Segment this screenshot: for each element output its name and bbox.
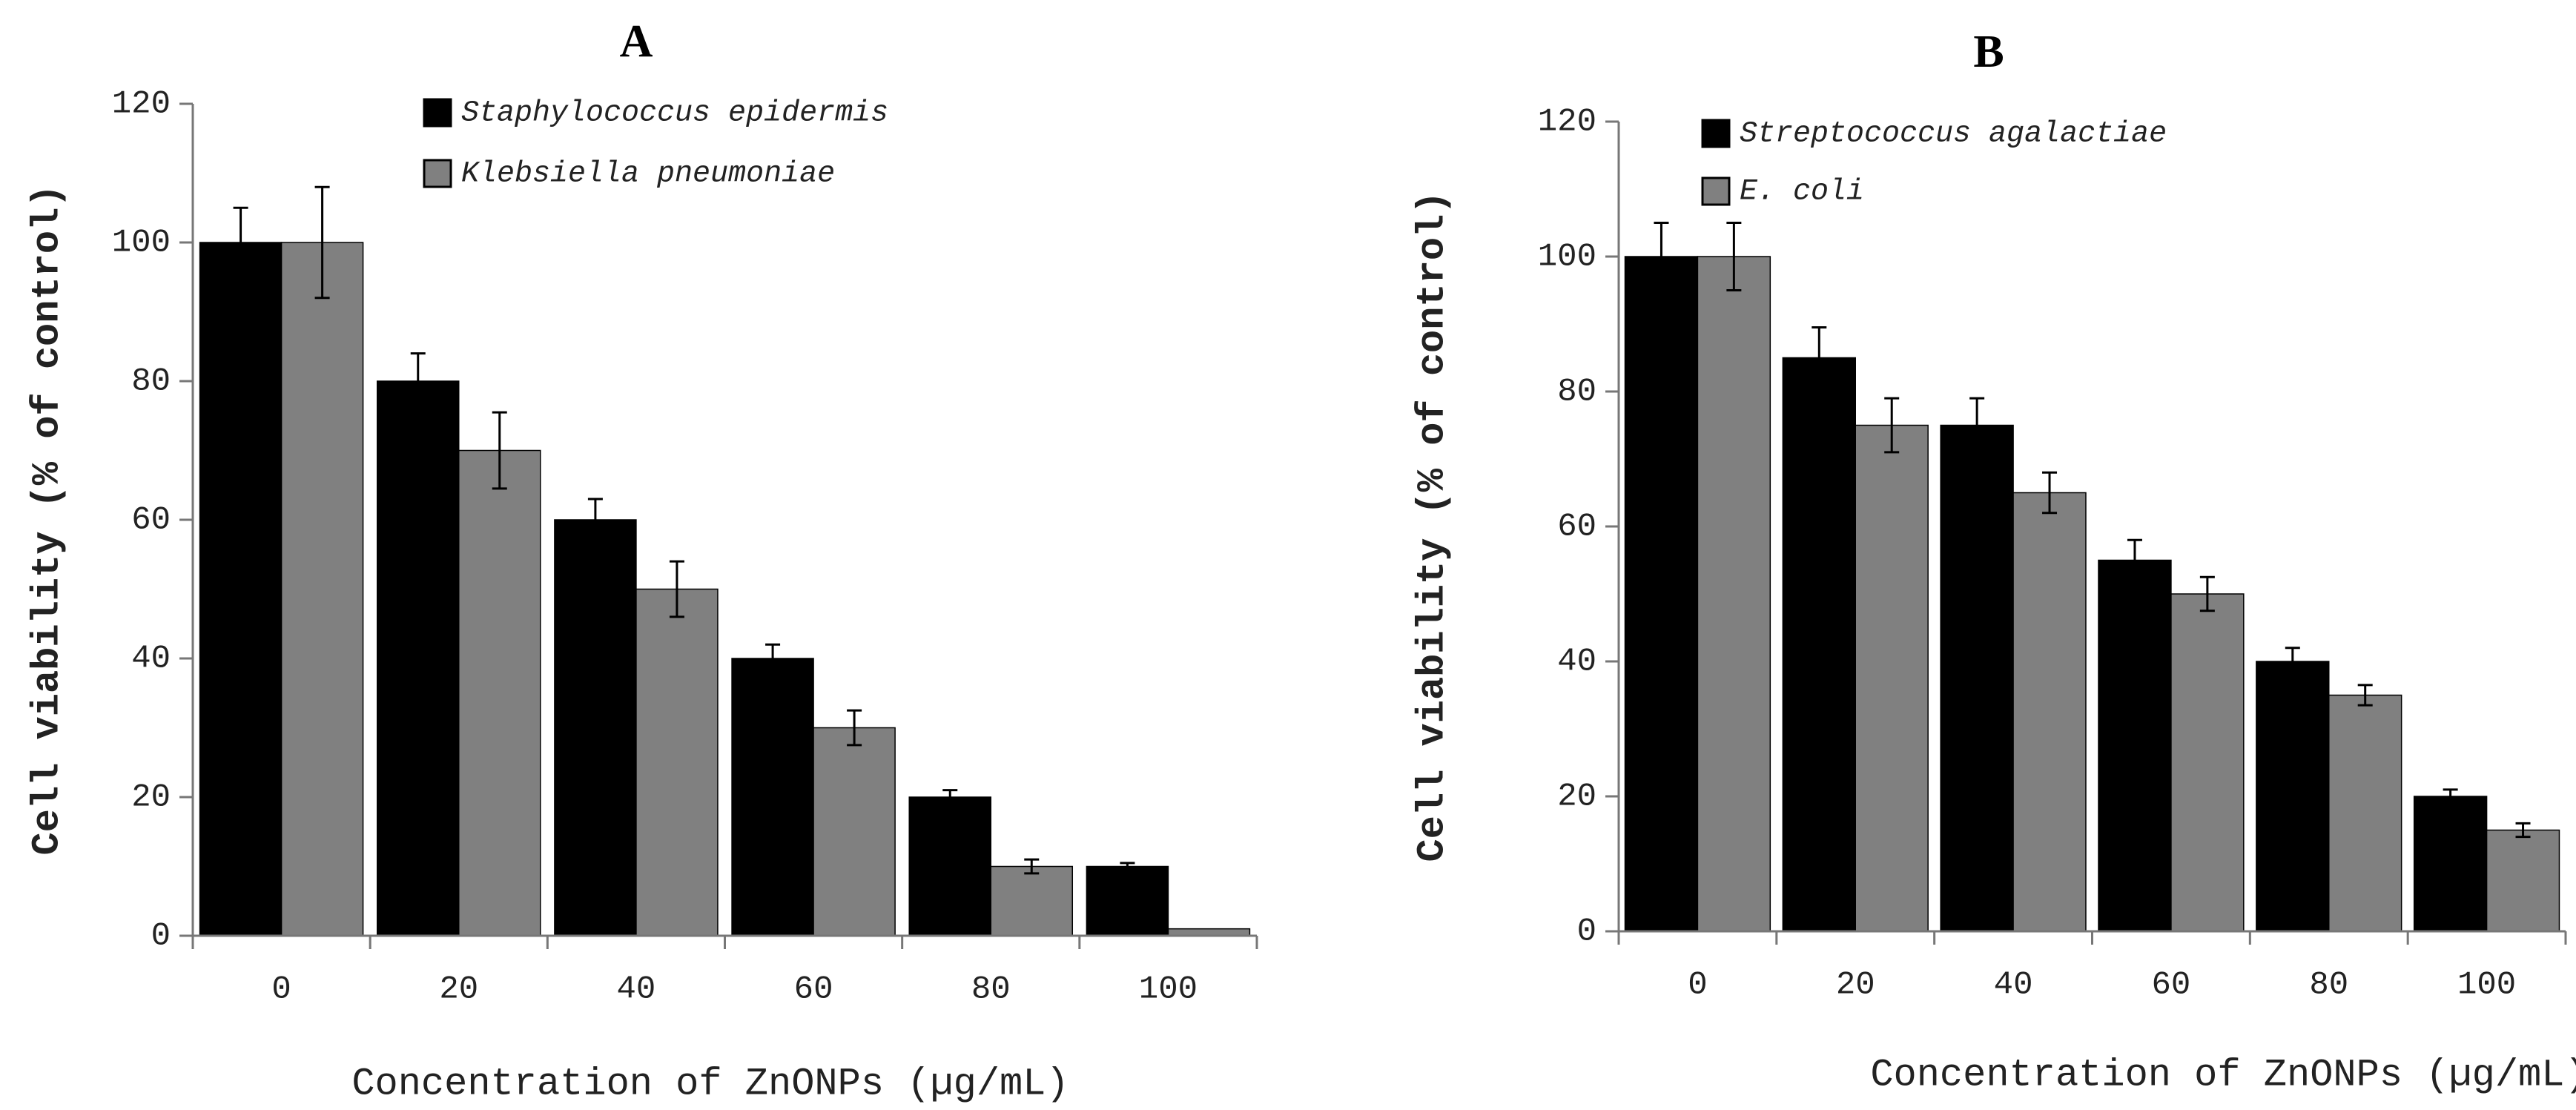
y-tick-label-40: 40 — [131, 641, 171, 678]
error-bar-a-s1-80 — [1024, 858, 1040, 875]
bar-a-s1-20 — [458, 449, 541, 936]
error-bar-b-s0-100 — [2443, 788, 2458, 805]
bar-b-s0-40 — [1940, 424, 2014, 932]
bar-a-s0-0 — [199, 242, 283, 936]
x-tick-label-0: 0 — [1688, 967, 1707, 1004]
error-bar-b-s0-60 — [2127, 538, 2142, 582]
y-tick-label-60: 60 — [1557, 509, 1596, 546]
bar-a-s0-60 — [731, 658, 814, 936]
x-tick-label-60: 60 — [794, 971, 833, 1008]
error-bar-b-s0-80 — [2285, 647, 2300, 676]
bar-b-s0-80 — [2256, 661, 2330, 932]
y-tick-label-80: 80 — [131, 363, 171, 400]
bar-b-s1-40 — [2012, 492, 2087, 932]
bar-b-s0-60 — [2098, 559, 2172, 932]
bar-b-s1-20 — [1855, 424, 1929, 932]
legend: Streptococcus agalactiae E. coli — [1701, 118, 2167, 209]
bar-b-s1-100 — [2486, 829, 2560, 932]
error-bar-a-s0-40 — [587, 498, 603, 542]
chart-panel-a: A 0 20 40 60 80 100 120 0 20 40 60 80 100 Concentratio… — [26, 16, 1258, 1106]
x-tick-label-0: 0 — [271, 971, 291, 1008]
x-tick-label-20: 20 — [439, 971, 478, 1008]
x-tick-label-100: 100 — [2457, 967, 2516, 1004]
error-bar-b-s1-80 — [2357, 684, 2373, 707]
error-bar-a-s1-60 — [847, 709, 862, 747]
x-tick-label-80: 80 — [971, 971, 1011, 1008]
chart-panel-b: B 0 20 40 60 80 100 120 0 20 40 60 80 100 Concentratio… — [1411, 27, 2576, 1097]
bar-a-s0-40 — [554, 519, 637, 936]
bar-a-s1-40 — [635, 588, 719, 936]
x-axis-title: Concentration of ZnONPs (µg/mL) — [351, 1063, 1069, 1106]
y-tick-label-120: 120 — [112, 86, 171, 123]
y-tick-label-20: 20 — [1557, 779, 1596, 816]
bar-a-s1-80 — [990, 865, 1074, 936]
error-bar-b-s1-60 — [2199, 575, 2215, 612]
error-bar-b-s1-0 — [1726, 222, 1742, 291]
error-bar-a-s0-0 — [233, 206, 248, 279]
y-tick-label-80: 80 — [1557, 374, 1596, 411]
bar-b-s1-60 — [2170, 593, 2245, 932]
legend-label-0: Streptococcus agalactiae — [1740, 118, 2167, 151]
y-tick-label-0: 0 — [1577, 914, 1596, 951]
y-tick-label-40: 40 — [1557, 644, 1596, 681]
bar-b-s0-20 — [1782, 357, 1857, 932]
panel-label: B — [1973, 27, 2004, 77]
x-tick-label-20: 20 — [1836, 967, 1875, 1004]
legend: Staphylococcus epidermis Klebsiella pneum… — [423, 97, 888, 191]
bar-b-s0-100 — [2413, 796, 2488, 932]
error-bar-a-s0-80 — [942, 789, 958, 805]
y-tick-label-100: 100 — [1538, 239, 1596, 276]
x-axis-title: Concentration of ZnONPs (µg/mL) — [1870, 1054, 2576, 1097]
error-bar-b-s0-40 — [1969, 397, 1985, 454]
bar-a-s1-0 — [280, 242, 364, 936]
legend-swatch-1 — [1701, 176, 1731, 206]
error-bar-a-s0-60 — [765, 643, 781, 674]
legend-swatch-0 — [1701, 119, 1731, 148]
bar-b-s1-0 — [1697, 256, 1771, 932]
error-bar-a-s1-40 — [669, 560, 684, 618]
y-tick-label-60: 60 — [131, 502, 171, 539]
y-tick-label-100: 100 — [112, 225, 171, 262]
y-tick-label-20: 20 — [131, 779, 171, 816]
y-axis-title: Cell viability (% of control) — [1411, 191, 1455, 862]
bar-a-s0-20 — [376, 380, 460, 936]
legend-swatch-1 — [423, 159, 452, 188]
x-tick-label-60: 60 — [2152, 967, 2191, 1004]
error-bar-b-s0-20 — [1812, 326, 1827, 389]
error-bar-a-s0-20 — [410, 352, 426, 410]
error-bar-b-s1-20 — [1884, 397, 1900, 454]
legend-label-1: E. coli — [1740, 176, 1864, 209]
bar-b-s0-0 — [1624, 256, 1699, 932]
error-bar-a-s1-0 — [314, 185, 330, 300]
x-tick-label-40: 40 — [1994, 967, 2033, 1004]
x-tick-label-80: 80 — [2309, 967, 2348, 1004]
error-bar-b-s0-0 — [1654, 222, 1669, 291]
error-bar-b-s1-40 — [2042, 471, 2058, 515]
legend-swatch-0 — [423, 98, 452, 128]
error-bar-b-s1-100 — [2515, 822, 2531, 839]
bar-b-s1-80 — [2328, 694, 2402, 932]
y-tick-label-120: 120 — [1538, 104, 1596, 141]
x-tick-label-100: 100 — [1139, 971, 1198, 1008]
panel-label: A — [620, 16, 653, 67]
bar-a-s0-80 — [908, 796, 991, 936]
y-tick-label-0: 0 — [151, 918, 171, 955]
legend-label-1: Klebsiella pneumoniae — [461, 158, 835, 191]
error-bar-a-s0-100 — [1120, 862, 1135, 871]
y-axis-title: Cell viability (% of control) — [26, 185, 70, 856]
legend-label-0: Staphylococcus epidermis — [461, 97, 888, 131]
bar-a-s0-100 — [1086, 865, 1169, 936]
error-bar-a-s1-20 — [492, 411, 507, 490]
x-tick-label-40: 40 — [617, 971, 656, 1008]
bar-a-s1-60 — [813, 727, 896, 936]
